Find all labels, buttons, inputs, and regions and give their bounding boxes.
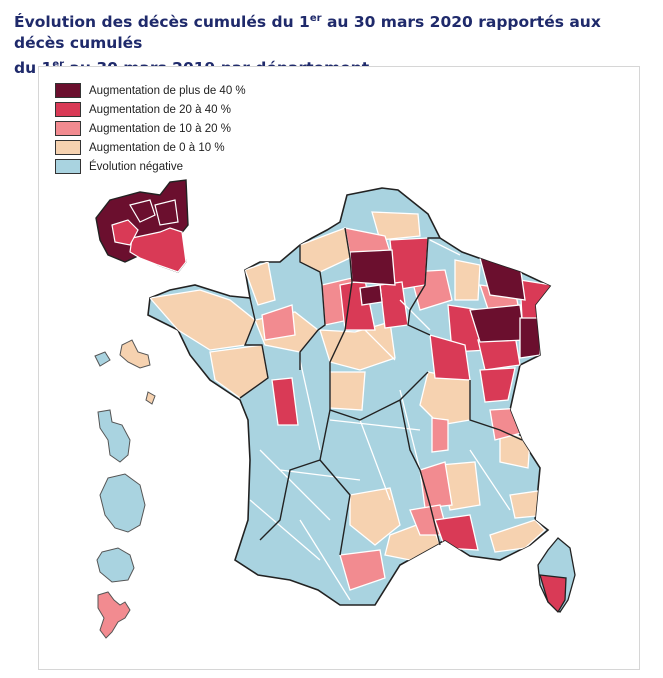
- legend-item: Augmentation de 10 à 20 %: [55, 119, 246, 138]
- legend-item: Évolution négative: [55, 157, 246, 176]
- mainland-france: [147, 187, 552, 606]
- legend: Augmentation de plus de 40 % Augmentatio…: [55, 81, 246, 176]
- ile-de-france-inset: [95, 179, 189, 273]
- legend-item: Augmentation de plus de 40 %: [55, 81, 246, 100]
- legend-swatch-over-40: [55, 83, 81, 98]
- legend-swatch-20-40: [55, 102, 81, 117]
- legend-swatch-10-20: [55, 121, 81, 136]
- overseas-departments: [94, 339, 156, 639]
- legend-swatch-0-10: [55, 140, 81, 155]
- corsica: [537, 537, 576, 614]
- legend-item: Augmentation de 0 à 10 %: [55, 138, 246, 157]
- legend-item: Augmentation de 20 à 40 %: [55, 100, 246, 119]
- legend-swatch-negative: [55, 159, 81, 174]
